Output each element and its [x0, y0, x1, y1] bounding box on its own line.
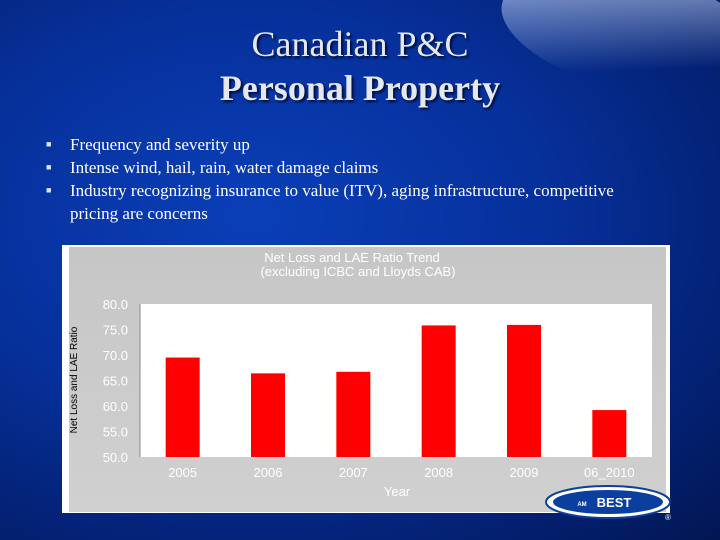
x-tick-label: 2006 — [254, 465, 283, 480]
square-bullet-icon: ■ — [46, 185, 52, 195]
square-bullet-icon: ■ — [46, 162, 52, 172]
chart-subtitle: (excluding ICBC and Lloyds CAB) — [260, 264, 455, 279]
y-tick-label: 65.0 — [103, 374, 128, 389]
square-bullet-icon: ■ — [46, 139, 52, 149]
y-tick-label: 80.0 — [103, 297, 128, 312]
data-label: 66.7 — [341, 354, 366, 369]
x-tick-label: 2005 — [168, 465, 197, 480]
slide-title: Canadian P&C Personal Property — [0, 22, 720, 110]
logo-inner-oval — [553, 490, 663, 514]
bar-06_2010 — [592, 410, 627, 457]
y-axis-label: Net Loss and LAE Ratio — [69, 326, 80, 433]
bullet-text: Frequency and severity up — [70, 135, 250, 154]
plot-area — [140, 304, 652, 457]
bar-2007 — [336, 371, 371, 457]
x-tick-label: 06_2010 — [584, 465, 635, 480]
bullet-text: Intense wind, hail, rain, water damage c… — [70, 158, 379, 177]
bar-2005 — [165, 357, 200, 457]
data-label: 75.9 — [511, 307, 536, 322]
y-tick-label: 55.0 — [103, 425, 128, 440]
x-tick-label: 2009 — [510, 465, 539, 480]
y-tick-label: 75.0 — [103, 323, 128, 338]
am-best-logo: AM BEST ® — [545, 485, 671, 522]
data-label: 59.2 — [597, 392, 622, 407]
logo-text: BEST — [597, 495, 632, 510]
y-tick-label: 60.0 — [103, 399, 128, 414]
data-label: 75.8 — [426, 307, 451, 322]
bullet-list: ■ Frequency and severity up ■ Intense wi… — [46, 133, 666, 225]
bullet-text: Industry recognizing insurance to value … — [70, 181, 614, 223]
x-tick-label: 2008 — [424, 465, 453, 480]
bar-2008 — [421, 325, 456, 457]
x-axis-label: Year — [384, 484, 411, 499]
title-line-2: Personal Property — [219, 68, 501, 108]
y-tick-label: 70.0 — [103, 348, 128, 363]
data-label: 69.5 — [170, 340, 195, 355]
registered-mark: ® — [665, 513, 671, 522]
data-label: 66.4 — [255, 355, 280, 370]
y-tick-label: 50.0 — [103, 450, 128, 465]
logo-prefix: AM — [577, 502, 586, 508]
bullet-item: ■ Intense wind, hail, rain, water damage… — [46, 156, 666, 179]
x-tick-label: 2007 — [339, 465, 368, 480]
bar-2009 — [507, 324, 541, 457]
chart-title: Net Loss and LAE Ratio Trend — [264, 250, 440, 265]
title-line-1: Canadian P&C — [251, 24, 469, 64]
bullet-item: ■ Frequency and severity up — [46, 133, 666, 156]
bar-2006 — [251, 373, 285, 457]
bullet-item: ■ Industry recognizing insurance to valu… — [46, 179, 666, 225]
